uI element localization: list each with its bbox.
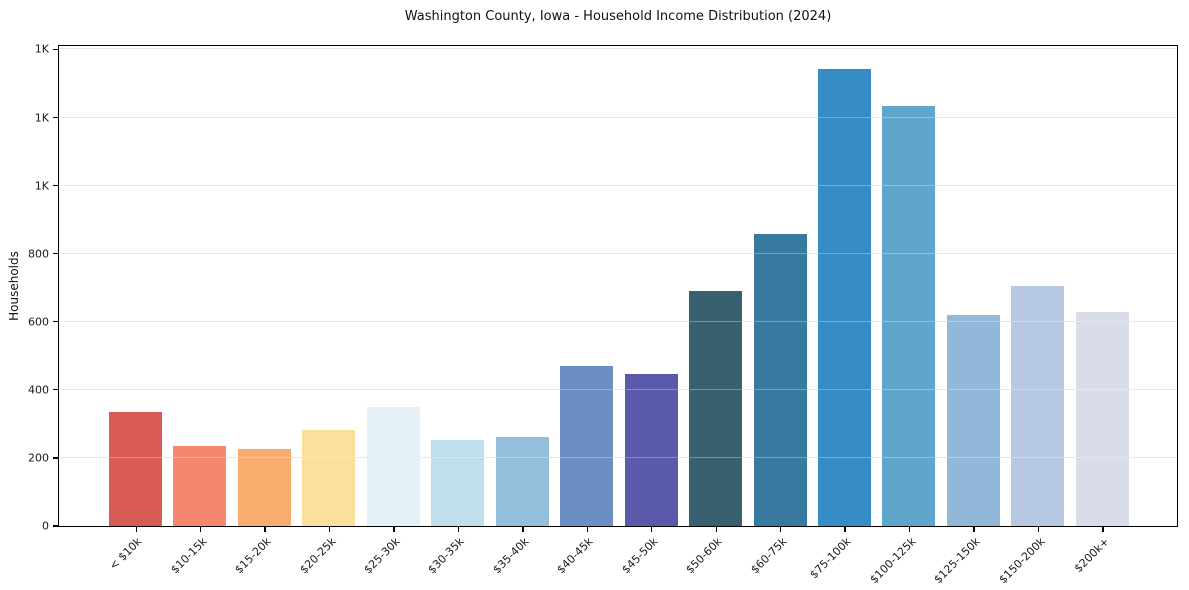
bar-slot: $25-30k <box>361 46 420 576</box>
gridline <box>59 388 1177 390</box>
bar-slot: $30-35k <box>426 46 485 576</box>
plot-area: 0 200 400 600 800 1K 1K 1K < $10k $10-15k $15-20k… <box>28 43 1178 586</box>
x-tick-mark <box>135 527 137 532</box>
bar <box>560 365 614 526</box>
x-tick-mark <box>393 527 395 532</box>
bar-slot: $150-200k <box>996 46 1065 586</box>
bar <box>366 407 420 526</box>
bar <box>946 314 1000 526</box>
gridline <box>59 48 1177 50</box>
bar <box>109 411 162 526</box>
bar-slot: $60-75k <box>748 46 807 576</box>
y-tick-mark <box>53 525 58 527</box>
y-tick-mark <box>53 457 58 459</box>
y-tick-label: 1K <box>34 42 49 56</box>
gridline <box>59 252 1177 254</box>
bar <box>624 373 678 526</box>
gridline-overlay <box>59 116 1177 118</box>
y-tick-label: 600 <box>28 315 49 329</box>
gridline-overlay <box>59 252 1177 254</box>
x-tick-mark <box>522 527 524 532</box>
bar <box>237 449 291 526</box>
bar <box>817 68 871 526</box>
bar-slot: $15-20k <box>232 46 291 576</box>
gridline-overlay <box>59 456 1177 458</box>
y-tick-label: 200 <box>28 451 49 465</box>
x-tick-mark <box>1102 527 1104 532</box>
x-tick-label: $45-50k <box>619 535 661 577</box>
x-tick-label: $15-20k <box>232 535 274 577</box>
bar-slot: $10-15k <box>168 46 227 576</box>
y-tick-mark <box>53 321 58 323</box>
bar-slot: $50-60k <box>684 46 743 576</box>
gridline-overlay <box>59 184 1177 186</box>
bar-slot: $40-45k <box>555 46 614 576</box>
x-tick-label: $20-25k <box>296 535 339 577</box>
bar <box>495 437 549 526</box>
chart-title: Washington County, Iowa - Household Inco… <box>404 9 832 24</box>
bar-slot: $200k+ <box>1071 46 1129 575</box>
bar-slot: $45-50k <box>619 46 678 576</box>
bar-slot: $35-40k <box>490 46 549 576</box>
x-tick-mark <box>328 527 331 532</box>
bar <box>173 446 227 526</box>
x-tick-label: $40-45k <box>554 535 596 577</box>
bar-slot: < $10k <box>107 46 162 573</box>
bar <box>689 291 743 526</box>
x-tick-mark <box>264 527 266 532</box>
bar-slot: $20-25k <box>297 46 356 576</box>
x-tick-mark <box>973 527 975 532</box>
x-tick-label: $10-15k <box>167 535 210 577</box>
x-tick-mark <box>651 527 653 532</box>
x-tick-label: $30-35k <box>425 535 467 577</box>
bar <box>753 234 807 526</box>
y-tick-label: 1K <box>34 179 49 193</box>
x-tick-mark <box>199 527 202 532</box>
gridline <box>59 456 1177 458</box>
gridline <box>59 320 1177 322</box>
y-axis-label: Households <box>7 251 21 321</box>
y-tick-label: 800 <box>28 247 49 261</box>
bar-slot: $125-150k <box>931 46 1000 586</box>
x-tick-mark <box>844 527 846 532</box>
bar <box>882 105 936 526</box>
bar <box>1011 286 1065 526</box>
y-tick-mark <box>53 184 58 187</box>
bars-container: < $10k $10-15k $15-20k $20-25k $25-30k $30-35… <box>107 46 1129 586</box>
gridline-overlay <box>59 48 1177 50</box>
x-tick-label: $75-100k <box>807 535 854 582</box>
x-tick-label: $100-125k <box>866 535 919 587</box>
y-tick-mark <box>53 48 58 51</box>
x-tick-mark <box>908 527 911 532</box>
x-tick-label: $200k+ <box>1071 535 1112 576</box>
bar <box>1075 312 1129 526</box>
y-tick-mark <box>53 116 58 119</box>
gridline <box>59 116 1177 118</box>
x-tick-label: $125-150k <box>931 535 983 587</box>
y-tick-label: 1K <box>34 111 49 124</box>
bar <box>431 440 485 526</box>
x-tick-label: $60-75k <box>747 535 790 577</box>
x-tick-label: $35-40k <box>490 535 532 577</box>
y-tick-mark <box>53 389 58 391</box>
bar-slot: $100-125k <box>867 46 936 586</box>
bar-slot: $75-100k <box>807 46 871 581</box>
x-tick-mark <box>1037 527 1040 532</box>
y-tick-label: 0 <box>42 519 49 533</box>
y-tick-label: 400 <box>28 383 49 397</box>
gridline <box>59 184 1177 186</box>
gridline-overlay <box>59 320 1177 322</box>
x-tick-mark <box>715 527 717 532</box>
x-tick-label: $150-200k <box>995 535 1048 587</box>
x-tick-label: $25-30k <box>361 535 403 577</box>
bar <box>302 430 356 526</box>
x-tick-mark <box>780 527 782 532</box>
gridline-overlay <box>59 388 1177 390</box>
x-tick-label: $50-60k <box>683 535 725 577</box>
y-tick-mark <box>53 253 58 255</box>
x-tick-mark <box>457 527 460 532</box>
x-tick-label: < $10k <box>107 535 145 573</box>
x-tick-mark <box>586 527 588 532</box>
